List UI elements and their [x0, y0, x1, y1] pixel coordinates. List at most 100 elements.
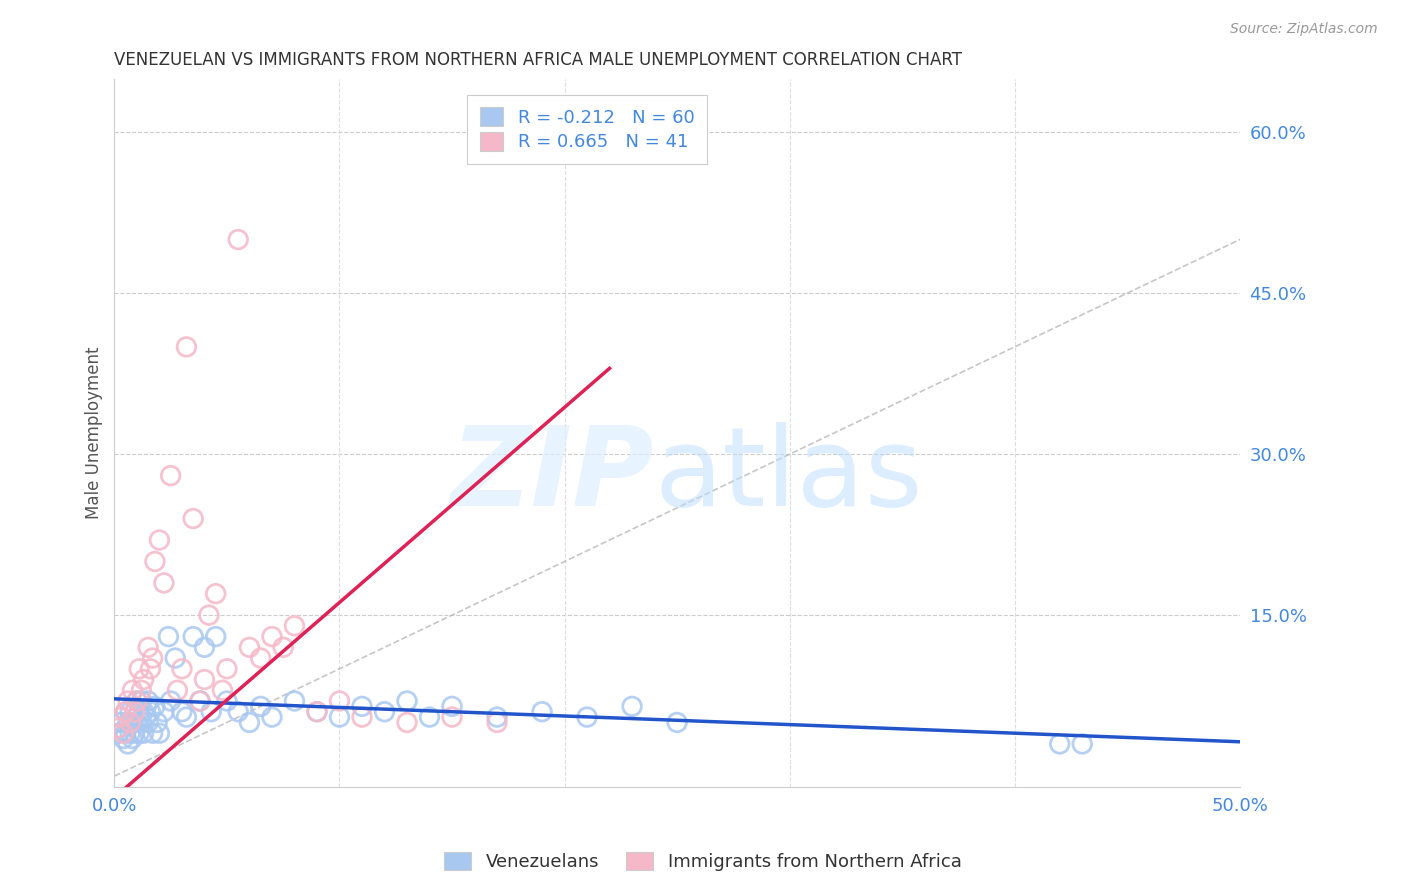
Point — [200, 705, 222, 719]
Point — [136, 640, 159, 655]
Point — [135, 710, 157, 724]
Point — [136, 694, 159, 708]
Point — [124, 726, 146, 740]
Point — [159, 468, 181, 483]
Point — [238, 715, 260, 730]
Point — [142, 651, 165, 665]
Point — [188, 694, 211, 708]
Point — [143, 554, 166, 568]
Point — [260, 630, 283, 644]
Point — [204, 587, 226, 601]
Point — [112, 726, 135, 740]
Point — [305, 705, 328, 719]
Point — [124, 705, 146, 719]
Point — [181, 511, 204, 525]
Point — [117, 694, 139, 708]
Point — [215, 662, 238, 676]
Point — [110, 710, 132, 724]
Point — [128, 705, 150, 719]
Point — [132, 673, 155, 687]
Point — [170, 662, 193, 676]
Point — [136, 715, 159, 730]
Text: ZIP: ZIP — [451, 422, 655, 529]
Point — [139, 705, 162, 719]
Point — [576, 710, 599, 724]
Point — [440, 710, 463, 724]
Point — [418, 710, 440, 724]
Point — [193, 673, 215, 687]
Text: VENEZUELAN VS IMMIGRANTS FROM NORTHERN AFRICA MALE UNEMPLOYMENT CORRELATION CHAR: VENEZUELAN VS IMMIGRANTS FROM NORTHERN A… — [114, 51, 963, 69]
Point — [283, 694, 305, 708]
Legend: R = -0.212   N = 60, R = 0.665   N = 41: R = -0.212 N = 60, R = 0.665 N = 41 — [467, 95, 707, 164]
Point — [114, 705, 136, 719]
Point — [131, 694, 153, 708]
Point — [114, 705, 136, 719]
Point — [249, 651, 271, 665]
Point — [188, 694, 211, 708]
Point — [128, 662, 150, 676]
Point — [120, 705, 142, 719]
Point — [238, 640, 260, 655]
Point — [373, 705, 395, 719]
Point — [204, 630, 226, 644]
Point — [193, 640, 215, 655]
Point — [486, 710, 509, 724]
Point — [132, 726, 155, 740]
Point — [170, 705, 193, 719]
Point — [148, 533, 170, 547]
Point — [1049, 737, 1071, 751]
Point — [125, 694, 148, 708]
Point — [121, 731, 143, 746]
Point — [215, 694, 238, 708]
Point — [181, 630, 204, 644]
Point — [328, 694, 350, 708]
Point — [128, 726, 150, 740]
Point — [166, 683, 188, 698]
Point — [125, 694, 148, 708]
Point — [121, 683, 143, 698]
Point — [153, 705, 176, 719]
Point — [531, 705, 554, 719]
Point — [176, 710, 198, 724]
Point — [159, 694, 181, 708]
Point — [117, 737, 139, 751]
Point — [131, 715, 153, 730]
Point — [108, 721, 131, 735]
Point — [114, 726, 136, 740]
Point — [165, 651, 187, 665]
Point — [139, 662, 162, 676]
Point — [176, 340, 198, 354]
Point — [350, 710, 373, 724]
Point — [260, 710, 283, 724]
Point — [142, 726, 165, 740]
Point — [283, 619, 305, 633]
Point — [131, 683, 153, 698]
Point — [120, 715, 142, 730]
Point — [110, 715, 132, 730]
Point — [153, 576, 176, 591]
Point — [666, 715, 689, 730]
Point — [395, 715, 418, 730]
Point — [249, 699, 271, 714]
Point — [621, 699, 644, 714]
Point — [108, 726, 131, 740]
Point — [211, 683, 233, 698]
Text: atlas: atlas — [655, 422, 924, 529]
Point — [226, 233, 249, 247]
Point — [112, 731, 135, 746]
Point — [305, 705, 328, 719]
Point — [148, 726, 170, 740]
Y-axis label: Male Unemployment: Male Unemployment — [86, 346, 103, 519]
Point — [486, 715, 509, 730]
Point — [350, 699, 373, 714]
Point — [157, 630, 180, 644]
Point — [271, 640, 294, 655]
Point — [395, 694, 418, 708]
Point — [226, 705, 249, 719]
Point — [124, 705, 146, 719]
Point — [198, 608, 221, 623]
Point — [117, 715, 139, 730]
Point — [146, 715, 169, 730]
Point — [120, 726, 142, 740]
Point — [328, 710, 350, 724]
